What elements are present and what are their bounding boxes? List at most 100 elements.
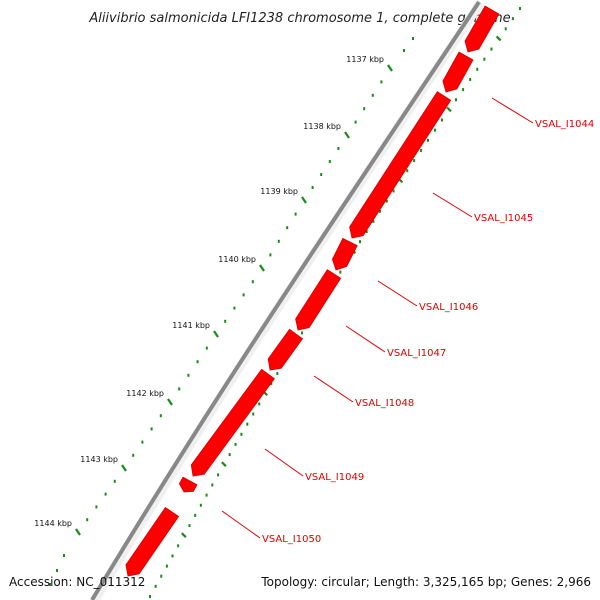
leader-line bbox=[345, 325, 386, 353]
tick-dot bbox=[132, 453, 135, 457]
inner-tick-dot bbox=[211, 483, 214, 487]
tick-dot bbox=[205, 346, 208, 350]
tick-mark bbox=[213, 330, 219, 338]
tick-mark bbox=[344, 131, 350, 139]
gene-arrow bbox=[267, 328, 304, 371]
tick-mark bbox=[121, 464, 127, 472]
inner-tick-dot bbox=[379, 209, 382, 213]
gene-arrow bbox=[190, 368, 275, 477]
genome-summary-text: Topology: circular; Length: 3,325,165 bp… bbox=[260, 575, 591, 589]
inner-tick-dot bbox=[372, 219, 375, 223]
inner-tick-dot bbox=[194, 513, 197, 517]
tick-dot bbox=[196, 360, 199, 364]
chromosome-backbone bbox=[90, 0, 485, 600]
tick-dot bbox=[63, 554, 65, 557]
gene-arrow bbox=[442, 51, 474, 93]
inner-tick-mark bbox=[181, 532, 187, 538]
inner-tick-dot bbox=[301, 331, 304, 335]
inner-tick-dot bbox=[149, 595, 151, 598]
tick-mark bbox=[301, 196, 307, 204]
tick-dot bbox=[233, 306, 236, 310]
tick-dot bbox=[95, 505, 98, 509]
tick-dot bbox=[251, 280, 254, 284]
tick-dot bbox=[141, 440, 144, 444]
inner-tick-dot bbox=[440, 118, 443, 122]
inner-tick-dot bbox=[252, 412, 255, 416]
tick-mark bbox=[75, 528, 81, 536]
tick-dot bbox=[86, 518, 89, 522]
tick-label: 1142 kbp bbox=[126, 389, 164, 398]
inner-tick-dot bbox=[171, 554, 174, 558]
inner-tick-dot bbox=[462, 88, 465, 92]
inner-tick-dot bbox=[413, 159, 416, 163]
tick-dot bbox=[269, 253, 272, 257]
tick-dot bbox=[412, 37, 414, 40]
inner-tick-dot bbox=[228, 453, 231, 457]
tick-dot bbox=[277, 239, 280, 243]
inner-tick-mark bbox=[446, 106, 452, 113]
inner-tick-dot bbox=[427, 138, 430, 142]
inner-tick-dot bbox=[199, 503, 202, 507]
inner-tick-dot bbox=[490, 47, 493, 51]
tick-dot bbox=[224, 319, 227, 323]
gene-label: VSAL_I1047 bbox=[387, 348, 446, 359]
gene-label: VSAL_I1045 bbox=[474, 213, 533, 224]
map-title: Aliivibrio salmonicida LFI1238 chromosom… bbox=[88, 11, 510, 26]
gene-arrow bbox=[464, 5, 500, 53]
tick-dot bbox=[380, 80, 383, 84]
tick-label: 1143 kbp bbox=[80, 455, 118, 464]
leader-line bbox=[264, 448, 304, 477]
inner-tick-dot bbox=[246, 422, 249, 426]
tick-dot bbox=[113, 479, 116, 483]
tick-dot bbox=[286, 226, 289, 230]
tick-dot bbox=[320, 173, 323, 176]
inner-tick-dot bbox=[455, 98, 458, 102]
tick-dot bbox=[159, 414, 162, 418]
tick-dot bbox=[49, 583, 51, 586]
inner-tick-dot bbox=[385, 199, 388, 203]
tick-label: 1141 kbp bbox=[172, 321, 210, 330]
tick-dot bbox=[371, 93, 374, 97]
tick-label: 1144 kbp bbox=[34, 519, 72, 528]
tick-dot bbox=[337, 147, 340, 150]
tick-dot bbox=[328, 160, 331, 163]
gene-track bbox=[125, 5, 500, 577]
inner-tick-dot bbox=[160, 574, 163, 578]
inner-tick-dot bbox=[258, 402, 261, 406]
inner-tick-dot bbox=[339, 270, 342, 274]
tick-label: 1138 kbp bbox=[303, 122, 341, 131]
inner-tick-dot bbox=[476, 67, 479, 71]
tick-dot bbox=[311, 186, 314, 189]
gene-label: VSAL_I1050 bbox=[262, 534, 321, 545]
inner-tick-dot bbox=[511, 17, 514, 21]
tick-dot bbox=[294, 212, 297, 216]
tick-mark bbox=[259, 264, 265, 272]
leader-line bbox=[377, 280, 418, 307]
tick-dot bbox=[242, 293, 245, 297]
gene-arrow bbox=[331, 237, 358, 271]
tick-label: 1137 kbp bbox=[346, 55, 384, 64]
accession-text: Accession: NC_011312 bbox=[9, 575, 145, 589]
gene-arrow bbox=[125, 506, 180, 577]
inner-tick-dot bbox=[406, 169, 409, 173]
inner-tick-dot bbox=[240, 432, 243, 436]
tick-mark bbox=[387, 64, 393, 72]
inner-tick-dot bbox=[365, 230, 368, 234]
inner-tick-mark bbox=[495, 35, 502, 42]
tick-dot bbox=[104, 492, 107, 496]
leader-line bbox=[313, 375, 354, 403]
inner-tick-dot bbox=[469, 77, 472, 81]
gene-label: VSAL_I1044 bbox=[535, 119, 594, 130]
inner-tick-dot bbox=[420, 148, 423, 152]
inner-tick-dot bbox=[504, 27, 507, 31]
inner-tick-dot bbox=[392, 189, 395, 193]
tick-dot bbox=[363, 107, 366, 111]
inner-tick-mark bbox=[221, 461, 227, 467]
gene-label: VSAL_I1046 bbox=[419, 302, 478, 313]
tick-dot bbox=[403, 49, 405, 52]
inner-tick-dot bbox=[188, 524, 191, 528]
inner-tick-dot bbox=[217, 473, 220, 477]
gene-arrow bbox=[295, 269, 342, 331]
inner-tick-dot bbox=[433, 128, 436, 132]
